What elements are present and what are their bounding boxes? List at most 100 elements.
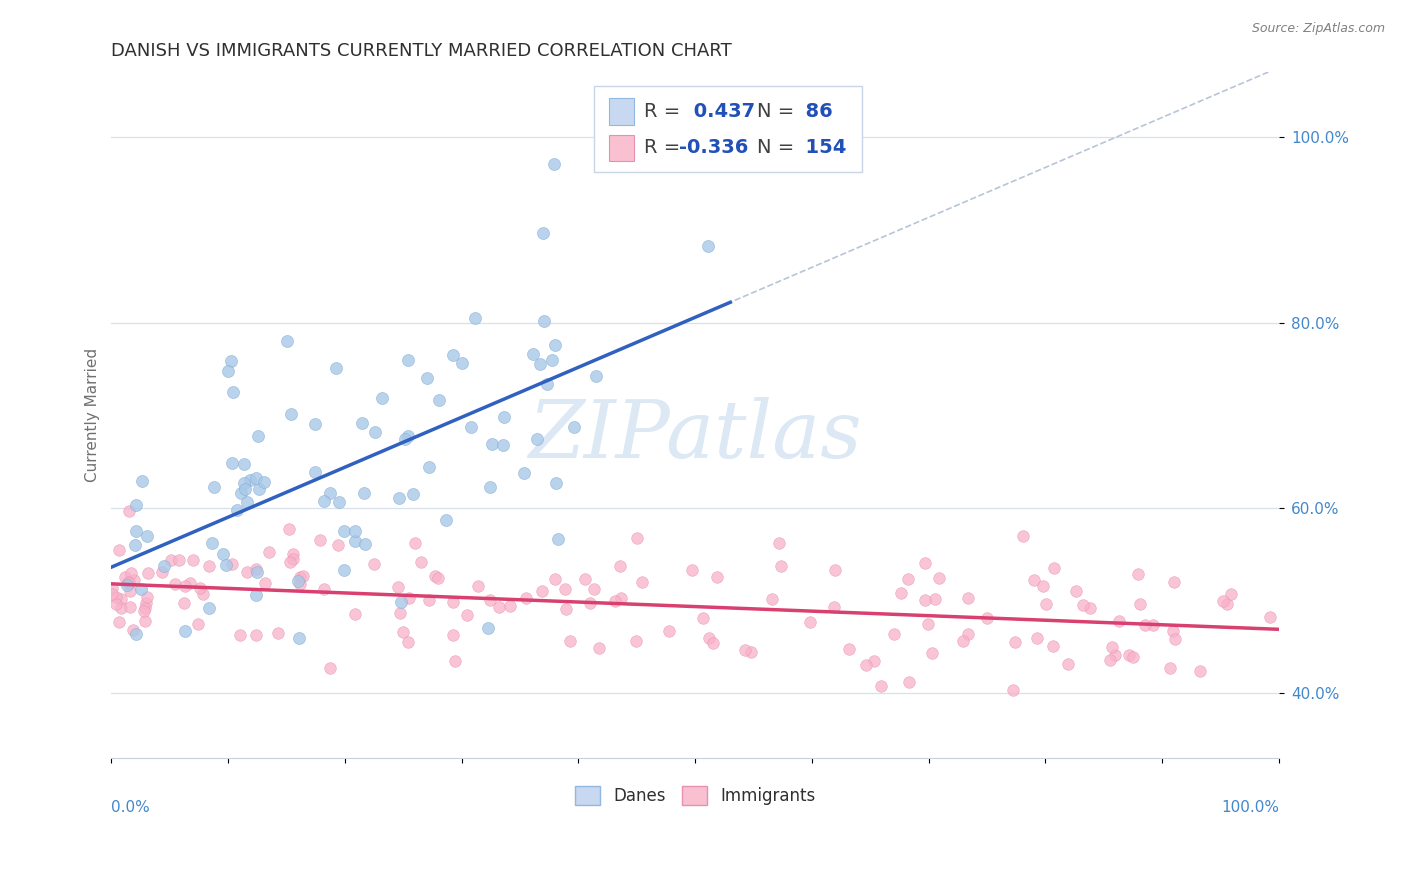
Point [952,634,974,648]
Point [309,533,332,548]
Point [603,594,626,608]
Point [823,600,845,615]
Point [136,566,159,581]
Point [134,604,156,618]
Point [609,558,631,573]
Point [134,600,156,615]
Point [515,591,537,606]
Text: R =: R = [644,138,681,157]
Point [245,562,267,576]
Point [626,531,648,545]
Point [236,495,259,509]
Point [328,538,350,552]
Point [231,486,253,500]
Point [173,624,195,639]
Point [343,607,366,621]
Point [544,572,567,586]
Point [529,357,551,371]
Point [105,590,128,604]
Point [924,591,946,606]
Point [198,600,221,615]
Point [869,679,891,693]
Point [253,575,276,590]
Text: 154: 154 [792,138,846,157]
Point [135,590,157,604]
Point [917,616,939,631]
Point [464,310,486,325]
Point [108,542,131,557]
Point [281,551,304,566]
Point [404,535,426,549]
Point [1022,573,1045,587]
Point [898,674,921,689]
Bar [609,135,634,161]
Point [799,615,821,629]
Point [1189,664,1212,678]
Point [1002,683,1025,698]
Point [1216,597,1239,611]
Point [221,385,243,400]
Point [1163,575,1185,590]
Text: ZIPatlas: ZIPatlas [529,397,862,475]
Point [117,575,139,590]
Point [768,536,790,550]
Point [190,581,212,595]
Point [217,364,239,378]
Point [536,376,558,391]
Point [232,475,254,490]
Point [957,591,980,606]
Point [838,641,860,656]
Point [288,631,311,645]
Point [389,606,412,620]
Point [478,592,501,607]
Point [219,353,242,368]
Point [1071,599,1094,613]
Point [897,572,920,586]
Point [441,348,464,362]
Point [863,654,886,668]
Point [1032,579,1054,593]
Point [1004,635,1026,649]
Point [325,360,347,375]
Point [477,622,499,636]
Point [394,433,416,447]
Point [226,503,249,517]
Point [353,486,375,500]
Text: 0.437: 0.437 [688,102,755,121]
Point [124,538,146,552]
Text: Source: ZipAtlas.com: Source: ZipAtlas.com [1251,22,1385,36]
Point [657,624,679,639]
Point [150,565,173,579]
Point [1042,639,1064,653]
Point [1035,597,1057,611]
Point [187,616,209,631]
Point [233,482,256,496]
Point [387,580,409,594]
Point [1099,653,1122,667]
Text: DANISH VS IMMIGRANTS CURRENTLY MARRIED CORRELATION CHART: DANISH VS IMMIGRANTS CURRENTLY MARRIED C… [111,42,733,60]
Point [276,334,298,348]
Point [389,595,412,609]
Point [1118,648,1140,663]
Point [253,475,276,489]
Point [136,529,159,543]
Point [1064,584,1087,599]
Point [152,558,174,573]
Point [706,570,728,584]
Point [245,628,267,642]
Point [120,584,142,599]
Legend: Danes, Immigrants: Danes, Immigrants [568,780,823,812]
Point [914,556,936,570]
Point [221,557,243,571]
Point [543,157,565,171]
Point [1043,561,1066,575]
Point [108,615,131,629]
Point [740,645,762,659]
Point [479,480,502,494]
Point [287,574,309,588]
Point [278,521,301,535]
Point [533,226,555,240]
Point [914,593,936,607]
Point [288,570,311,584]
Point [134,614,156,628]
